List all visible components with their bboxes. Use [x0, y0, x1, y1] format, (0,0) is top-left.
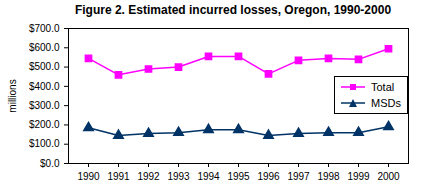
- svg-text:2000: 2000: [377, 171, 400, 182]
- svg-text:1992: 1992: [137, 171, 160, 182]
- svg-text:1999: 1999: [347, 171, 370, 182]
- svg-text:1993: 1993: [167, 171, 190, 182]
- svg-text:$200.0: $200.0: [29, 119, 60, 130]
- html-text:Figure 2. Estimated incurred l: Figure 2. Estimated incurred losses, Ore…: [74, 3, 392, 17]
- html-text:Total: Total: [371, 81, 395, 93]
- svg-text:1994: 1994: [197, 171, 220, 182]
- svg-text:1995: 1995: [227, 171, 250, 182]
- svg-text:$700.0: $700.0: [29, 23, 60, 34]
- svg-text:millions: millions: [7, 79, 18, 112]
- svg-text:$0.0: $0.0: [40, 158, 60, 169]
- svg-text:1990: 1990: [77, 171, 100, 182]
- svg-text:$100.0: $100.0: [29, 138, 60, 149]
- svg-text:1991: 1991: [107, 171, 130, 182]
- svg-text:$500.0: $500.0: [29, 61, 60, 72]
- html-text:MSDs: MSDs: [371, 97, 401, 109]
- svg-text:1998: 1998: [317, 171, 340, 182]
- svg-text:1997: 1997: [287, 171, 310, 182]
- svg-text:1996: 1996: [257, 171, 280, 182]
- svg-text:$300.0: $300.0: [29, 100, 60, 111]
- svg-text:$600.0: $600.0: [29, 42, 60, 53]
- svg-text:$400.0: $400.0: [29, 81, 60, 92]
